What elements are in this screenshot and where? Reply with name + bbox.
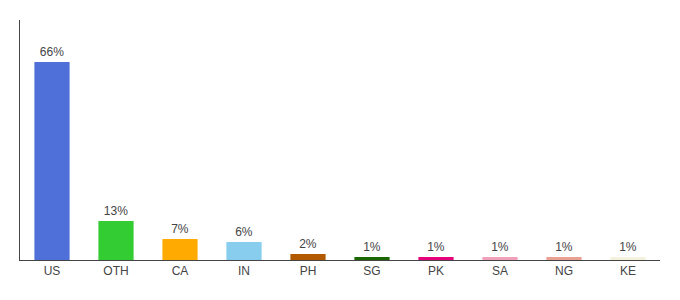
svg-text:SG: SG: [363, 264, 380, 278]
svg-text:2%: 2%: [299, 237, 317, 251]
svg-text:7%: 7%: [171, 222, 189, 236]
svg-text:OTH: OTH: [103, 264, 128, 278]
svg-text:NG: NG: [555, 264, 573, 278]
svg-text:KE: KE: [620, 264, 636, 278]
svg-text:1%: 1%: [491, 240, 509, 254]
svg-text:66%: 66%: [40, 45, 64, 59]
svg-text:US: US: [44, 264, 61, 278]
svg-text:CA: CA: [172, 264, 189, 278]
svg-text:PH: PH: [300, 264, 317, 278]
svg-text:IN: IN: [238, 264, 250, 278]
svg-text:1%: 1%: [555, 240, 573, 254]
svg-text:1%: 1%: [427, 240, 445, 254]
svg-text:PK: PK: [428, 264, 444, 278]
svg-text:SA: SA: [492, 264, 508, 278]
svg-text:13%: 13%: [104, 204, 128, 218]
svg-text:1%: 1%: [619, 240, 637, 254]
svg-text:6%: 6%: [235, 225, 253, 239]
svg-text:1%: 1%: [363, 240, 381, 254]
